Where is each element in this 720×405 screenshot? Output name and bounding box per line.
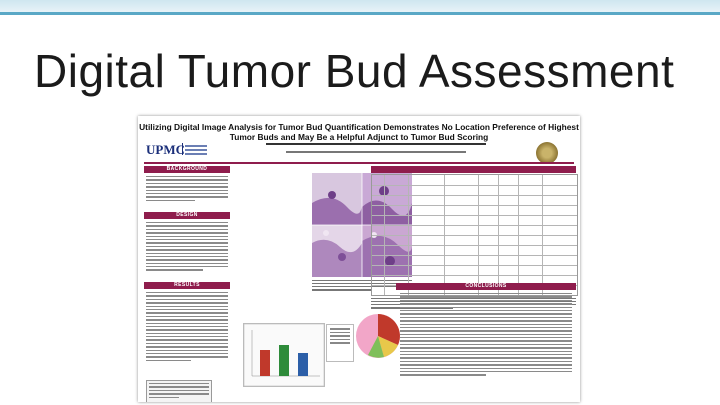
chart-legend [326,324,354,362]
poster-title-line-1: Utilizing Digital Image Analysis for Tum… [139,122,579,132]
table-row [372,225,577,226]
results-table [371,174,578,296]
background-text [146,176,228,203]
results-note-box [146,380,212,402]
pie-slice-green [368,336,384,358]
bar-chart [243,323,325,387]
section-header-results-right [371,166,576,173]
slide-title: Digital Tumor Bud Assessment [34,45,675,97]
bar-blue [298,353,308,376]
table-row [372,265,577,266]
university-seal-icon [536,142,558,164]
table-row [372,245,577,246]
poster-title: Utilizing Digital Image Analysis for Tum… [138,122,580,142]
poster-header-divider [144,162,574,164]
design-text [146,222,228,273]
logo-subtext-icon [182,143,207,155]
results-text [146,292,228,363]
pie-slice-red [378,314,400,345]
poster-title-line-2: Tumor Buds and May Be a Helpful Adjunct … [229,132,489,142]
university-logo: UPMC [146,142,185,157]
bar-red [260,350,270,376]
pie-chart [356,314,400,358]
histology-caption [312,280,412,292]
pie-slice-yellow [378,336,398,357]
slide-top-bar [0,0,720,12]
slide-top-accent-line [0,12,720,15]
table-row [372,195,577,196]
table-row [372,275,577,276]
table-row [372,185,577,186]
section-header-design: DESIGN [144,212,230,219]
section-header-results: RESULTS [144,282,230,289]
histology-image [312,173,412,277]
conclusions-text [400,293,572,378]
section-header-conclusions: CONCLUSIONS [396,283,576,290]
table-row [372,235,577,236]
table-row [372,255,577,256]
poster-authors [256,143,496,148]
table-row [372,205,577,206]
table-row [372,215,577,216]
poster-image: Utilizing Digital Image Analysis for Tum… [138,116,580,402]
poster-affiliation [256,151,496,153]
bar-green [279,345,289,376]
section-header-background: BACKGROUND [144,166,230,173]
